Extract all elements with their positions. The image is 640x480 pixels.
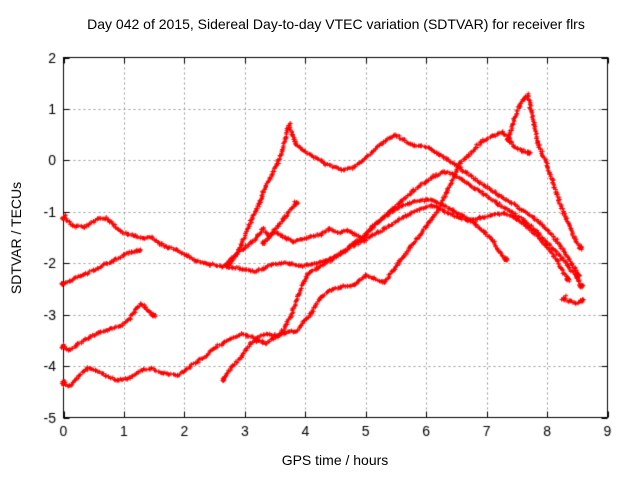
- chart-title: Day 042 of 2015, Sidereal Day-to-day VTE…: [87, 16, 585, 32]
- x-axis-label: GPS time / hours: [281, 452, 389, 468]
- y-axis-label: SDTVAR / TECUs: [8, 181, 24, 295]
